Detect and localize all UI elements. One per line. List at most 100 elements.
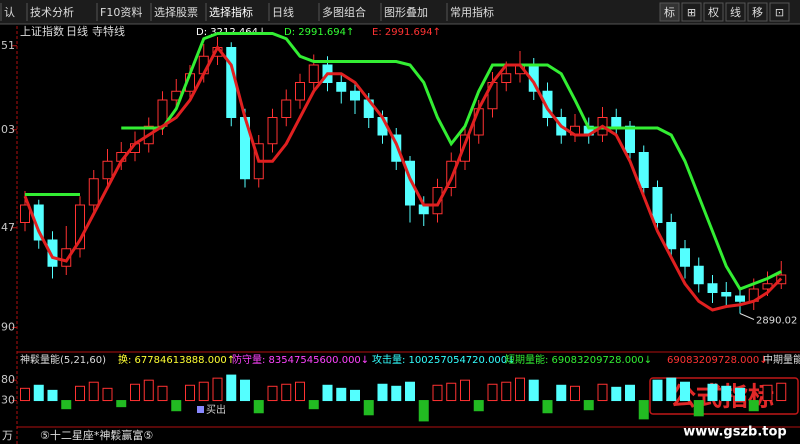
- candle-body: [391, 134, 402, 162]
- volume-bar: [707, 383, 718, 402]
- toolbar-icon[interactable]: ⊞: [687, 6, 696, 19]
- volume-bar: [473, 400, 484, 412]
- y-tick-label: 30: [1, 394, 15, 407]
- indicator-line: [25, 32, 782, 291]
- volume-bar: [611, 386, 622, 402]
- volume-bar: [405, 381, 415, 402]
- volume-bar: [377, 383, 388, 402]
- toolbar-button[interactable]: 选择股票: [154, 5, 198, 19]
- indicator-readout: 中期量能: [763, 353, 800, 366]
- volume-bar: [157, 385, 168, 402]
- candle-body: [47, 239, 58, 267]
- indicator-readout: 短期量能: 69083209728.000↓: [505, 353, 652, 366]
- candle-body: [295, 82, 305, 101]
- volume-bar: [212, 377, 223, 402]
- volume-bar: [102, 387, 113, 402]
- period-label: 日线: [66, 24, 88, 38]
- volume-bar: [625, 384, 635, 402]
- indicator-readout: D: 2991.694↑: [284, 27, 354, 38]
- volume-bar: [322, 384, 333, 402]
- candle-body: [666, 222, 677, 250]
- volume-bar: [226, 374, 237, 402]
- candle-body: [721, 292, 732, 297]
- volume-bar: [501, 381, 512, 402]
- volume-bar: [240, 379, 250, 402]
- unit-label: 万: [2, 429, 13, 442]
- candle-body: [680, 248, 690, 267]
- candle-body: [460, 134, 470, 162]
- toolbar-button[interactable]: 常用指标: [450, 5, 494, 19]
- watermark-box: [649, 377, 799, 415]
- y-tick-label: 51: [1, 39, 15, 52]
- volume-bar: [583, 400, 594, 411]
- toolbar-icon-box: [659, 2, 680, 22]
- volume-bar: [762, 384, 773, 402]
- candle-body: [267, 117, 278, 145]
- volume-bar: [680, 381, 690, 402]
- volume-bar: [308, 400, 319, 410]
- candle-body: [336, 82, 347, 92]
- volume-bar: [570, 385, 580, 402]
- toolbar-icon-box: [725, 2, 746, 22]
- volume-bar: [638, 400, 649, 420]
- volume-bar: [446, 382, 457, 402]
- toolbar-button[interactable]: F10资料: [100, 5, 142, 19]
- candle-body: [625, 125, 635, 153]
- toolbar-icon[interactable]: 标: [664, 5, 675, 19]
- annotation-line: [739, 313, 755, 320]
- toolbar-icon[interactable]: 权: [708, 6, 719, 19]
- candle-body: [501, 73, 512, 83]
- toolbar-button[interactable]: 图形叠加: [384, 6, 428, 19]
- toolbar-icon[interactable]: 移: [752, 6, 763, 19]
- candle-body: [638, 152, 649, 188]
- signal-label: 买出: [206, 403, 226, 416]
- toolbar-icon-box: [747, 2, 768, 22]
- candle-body: [281, 99, 292, 118]
- volume-bar: [748, 400, 759, 412]
- y-tick-label: 90: [1, 321, 15, 334]
- volume-bar: [336, 387, 347, 402]
- volume-bar: [88, 381, 99, 402]
- indicator-line: [23, 44, 783, 312]
- volume-bar: [171, 400, 182, 412]
- footer-label: ⑤十二星座*神鬏赢富⑤: [40, 428, 153, 442]
- annotation-label: 2890.02: [756, 316, 797, 327]
- toolbar-icon[interactable]: ⊡: [775, 6, 784, 19]
- volume-bar: [363, 400, 374, 416]
- volume-bar: [542, 400, 553, 414]
- signal-marker: [197, 406, 204, 413]
- toolbar-button[interactable]: 技术分析: [30, 5, 74, 19]
- volume-bar: [515, 377, 525, 402]
- toolbar-button[interactable]: 认: [4, 6, 15, 19]
- y-tick-label: 80: [1, 373, 15, 386]
- volume-bar: [652, 379, 663, 402]
- volume-bar: [721, 385, 732, 402]
- candle-body: [405, 160, 415, 206]
- volume-bar: [391, 385, 402, 402]
- toolbar-button[interactable]: 多图组合: [322, 5, 366, 19]
- indicator-readout: 换: 67784613888.000↑: [118, 353, 235, 366]
- volume-bar: [47, 389, 58, 402]
- volume-bar: [198, 381, 209, 402]
- indicator-readout: 防守量: 83547545600.000↓: [232, 353, 369, 366]
- volume-bar: [350, 389, 360, 402]
- toolbar-button[interactable]: 日线: [272, 5, 294, 19]
- volume-bar: [116, 400, 127, 408]
- candle-body: [542, 90, 553, 118]
- toolbar-button[interactable]: 选择指标: [209, 5, 253, 19]
- toolbar-icon-box: [681, 2, 702, 22]
- volume-bar: [556, 384, 567, 402]
- toolbar-icon[interactable]: 线: [730, 5, 741, 19]
- candle-body: [350, 90, 360, 101]
- volume-bar: [597, 383, 608, 402]
- watermark-url: www.gszb.top: [683, 425, 786, 440]
- volume-bar: [185, 384, 195, 402]
- indicator-readout: 攻击量: 100257054720.000↓: [372, 353, 516, 366]
- candle-body: [20, 204, 30, 223]
- y-tick-label: 47: [1, 221, 15, 234]
- volume-bar: [693, 400, 704, 417]
- candle-body: [446, 160, 457, 188]
- candle-body: [652, 187, 663, 223]
- volume-bar: [528, 379, 539, 402]
